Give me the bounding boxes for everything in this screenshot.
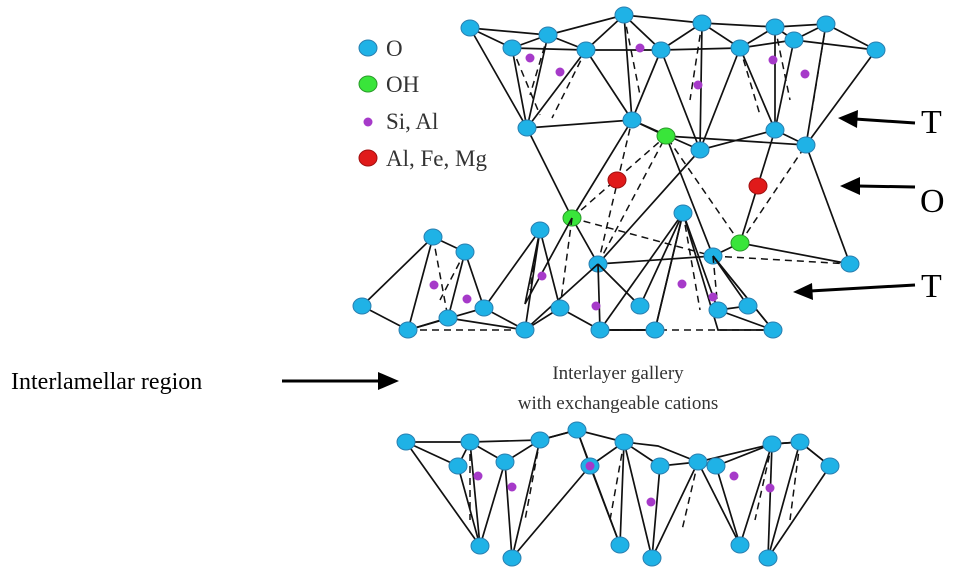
lower-tetrahedral-sheet xyxy=(352,204,783,339)
label-t-top: T xyxy=(921,104,942,141)
octahedral-cations xyxy=(607,171,768,195)
interlamellar-region-text: Interlamellar region xyxy=(11,369,202,395)
arrow-left-icon xyxy=(838,110,858,128)
next-layer-oxygen-atoms xyxy=(396,421,840,567)
legend-item-hydroxyl: OH xyxy=(358,72,419,97)
label-o: O xyxy=(920,183,945,220)
label-t-bottom: T xyxy=(921,268,942,305)
legend-item-oxygen: O xyxy=(358,36,403,61)
lower-t-cations xyxy=(429,271,718,311)
layer-label-o: O xyxy=(840,177,945,220)
hydroxyl-atoms xyxy=(562,127,750,252)
si-al-swatch-icon xyxy=(363,117,373,127)
gallery-caption-line2: with exchangeable cations xyxy=(518,393,718,414)
legend-item-al-fe-mg: Al, Fe, Mg xyxy=(358,146,487,171)
legend-label-si-al: Si, Al xyxy=(386,109,438,134)
arrow-left-icon xyxy=(793,283,813,300)
legend-label-al-fe-mg: Al, Fe, Mg xyxy=(386,146,487,171)
gallery-caption: Interlayer gallery with exchangeable cat… xyxy=(518,363,718,414)
gallery-caption-line1: Interlayer gallery xyxy=(552,363,684,384)
oxygen-swatch-icon xyxy=(358,39,378,57)
hydroxyl-swatch-icon xyxy=(358,75,378,93)
arrow-left-icon xyxy=(840,177,860,195)
legend-label-hydroxyl: OH xyxy=(386,72,419,97)
interlamellar-region-label: Interlamellar region xyxy=(11,369,399,395)
legend-label-oxygen: O xyxy=(386,36,403,61)
next-layer-cations xyxy=(473,461,775,507)
upper-t-cations xyxy=(525,43,810,90)
al-fe-mg-swatch-icon xyxy=(358,149,378,167)
layer-label-t-bottom: T xyxy=(793,268,942,305)
arrow-right-icon xyxy=(378,372,399,390)
upper-t-oxygen-atoms xyxy=(460,6,886,59)
legend: O OH Si, Al Al, Fe, Mg xyxy=(358,36,487,171)
lower-t-oxygen-atoms xyxy=(352,204,783,339)
octahedral-sheet xyxy=(517,111,860,273)
legend-item-si-al: Si, Al xyxy=(363,109,438,134)
lower-t-bonds xyxy=(361,210,776,332)
layer-label-t-top: T xyxy=(838,104,942,141)
next-layer-tetrahedral-sheet xyxy=(396,421,840,567)
